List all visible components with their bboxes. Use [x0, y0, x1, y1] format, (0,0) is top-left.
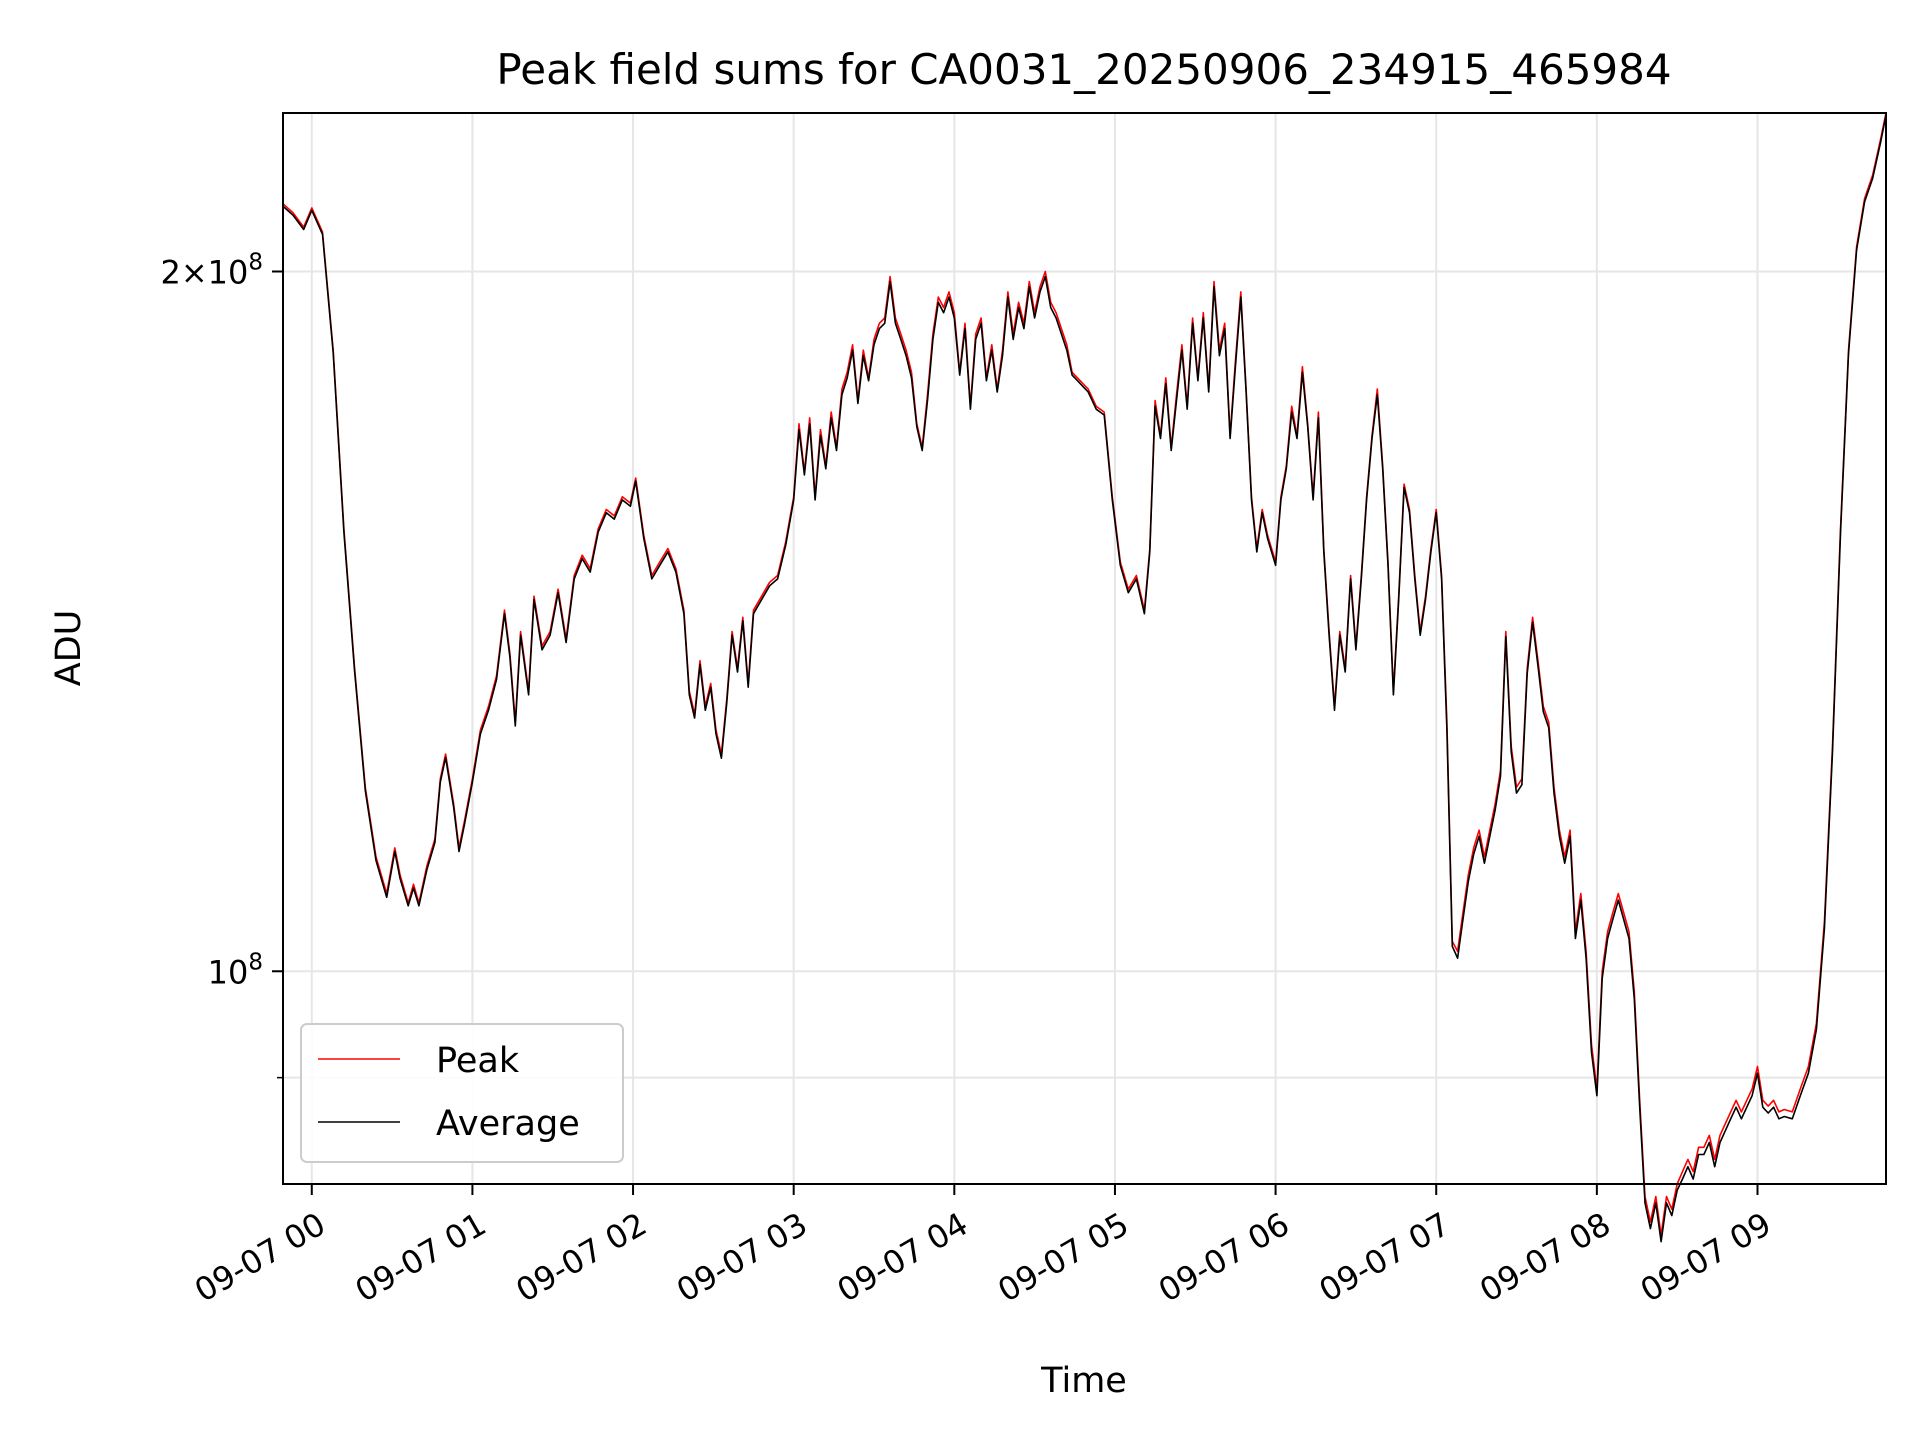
plot-frame: [282, 112, 1887, 1185]
y-axis-label: ADU: [49, 610, 89, 687]
series-layer: [281, 112, 1887, 1243]
y-tick-label-base: 2×10: [160, 254, 248, 292]
y-tick-label-base: 10: [208, 953, 249, 991]
y-tick-label: 108: [208, 949, 263, 991]
legend-label-average: Average: [436, 1104, 580, 1144]
legend-label-peak: Peak: [436, 1041, 520, 1081]
chart-title: Peak field sums for CA0031_20250906_2349…: [496, 45, 1671, 94]
y-tick-label-exponent: 8: [248, 250, 263, 276]
y-tick-label: 2×108: [160, 250, 263, 292]
series-line-average: [281, 115, 1887, 1243]
y-tick-label-exponent: 8: [248, 949, 263, 975]
legend: Peak Average: [300, 1023, 624, 1163]
grid-lines: [283, 113, 1886, 1184]
x-axis-label: Time: [1040, 1361, 1127, 1401]
